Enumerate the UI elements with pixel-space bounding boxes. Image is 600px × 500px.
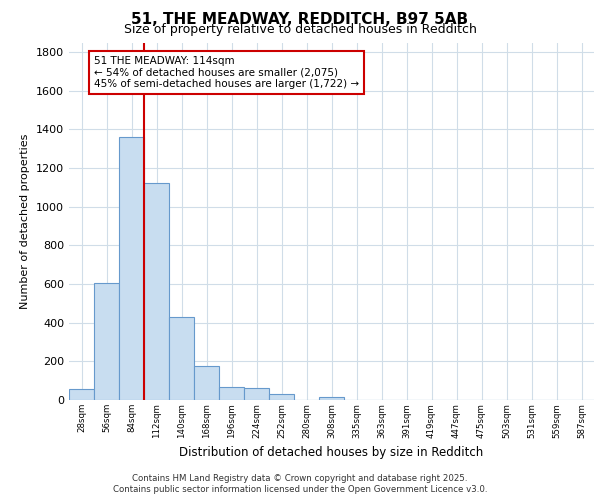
Bar [269,394,294,400]
Bar [94,283,119,400]
Bar [219,388,244,400]
Text: 51, THE MEADWAY, REDDITCH, B97 5AB: 51, THE MEADWAY, REDDITCH, B97 5AB [131,12,469,28]
X-axis label: Distribution of detached houses by size in Redditch: Distribution of detached houses by size … [179,446,484,459]
Text: Contains HM Land Registry data © Crown copyright and database right 2025.
Contai: Contains HM Land Registry data © Crown c… [113,474,487,494]
Text: 51 THE MEADWAY: 114sqm
← 54% of detached houses are smaller (2,075)
45% of semi-: 51 THE MEADWAY: 114sqm ← 54% of detached… [94,56,359,89]
Bar [194,366,219,400]
Bar [319,397,344,400]
Bar [144,182,169,400]
Bar [244,388,269,400]
Bar [169,317,194,400]
Bar [119,137,144,400]
Text: Size of property relative to detached houses in Redditch: Size of property relative to detached ho… [124,22,476,36]
Y-axis label: Number of detached properties: Number of detached properties [20,134,31,309]
Bar [69,390,94,400]
